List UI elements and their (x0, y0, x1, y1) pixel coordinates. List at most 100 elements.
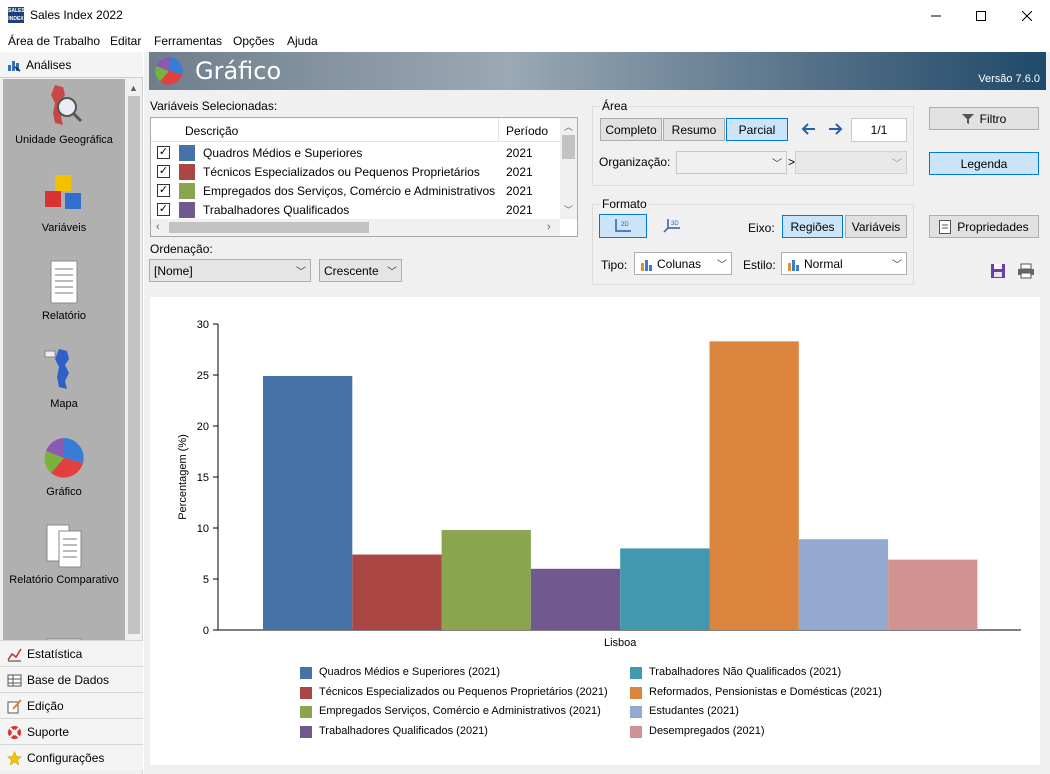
variables-hscrollbar[interactable]: ‹ › (151, 219, 560, 236)
chart-bar (888, 559, 978, 630)
tipo-select[interactable]: Colunas ﹀ (634, 252, 732, 275)
analysis-icon (8, 61, 21, 72)
organization-select[interactable]: ﹀ (676, 151, 787, 174)
map-magnifier-icon (51, 85, 83, 125)
variable-checkbox[interactable]: ✓ (157, 184, 170, 197)
scroll-down-icon[interactable]: ﹀ (564, 205, 574, 215)
scroll-right-icon[interactable]: › (547, 221, 551, 233)
version-label: Versão 7.6.0 (978, 73, 1040, 85)
menu-ferramentas[interactable]: Ferramentas (154, 34, 223, 48)
sidebar-scroll-thumb[interactable] (128, 96, 140, 634)
sidebar-section-base-dados[interactable]: Base de Dados (0, 666, 143, 692)
area-resumo-button[interactable]: Resumo (663, 118, 725, 141)
sidebar-section-configuracoes[interactable]: Configurações (0, 744, 143, 770)
page-title: Gráfico (195, 57, 282, 85)
sidebar-section-suporte[interactable]: Suporte (0, 718, 143, 744)
eixo-regioes-button[interactable]: Regiões (782, 215, 843, 238)
sidebar-item-label: Unidade Geográfica (15, 134, 113, 146)
variable-checkbox[interactable]: ✓ (157, 146, 170, 159)
sidebar-item-label: Relatório (41, 310, 87, 322)
chevron-down-icon: ﹀ (772, 159, 782, 170)
bar-chart: 0 5 10 15 20 25 30 Percentagem (%) Lisboa (177, 319, 1021, 649)
scroll-thumb[interactable] (169, 222, 369, 233)
sidebar-section-estatistica[interactable]: Estatística (0, 640, 143, 666)
save-icon[interactable] (990, 263, 1006, 279)
column-header-periodo[interactable]: Período (506, 124, 549, 138)
filtro-button[interactable]: Filtro (929, 107, 1039, 130)
propriedades-button[interactable]: Propriedades (929, 215, 1039, 238)
eixo-variaveis-button[interactable]: Variáveis (845, 215, 907, 238)
scroll-up-icon[interactable]: ▲ (129, 83, 138, 93)
properties-icon (939, 219, 952, 234)
chart-legend: Quadros Médios e Superiores (2021) Técnic… (150, 657, 1040, 757)
legenda-button[interactable]: Legenda (929, 152, 1039, 175)
sorting-field-select[interactable]: [Nome] ﹀ (149, 259, 311, 282)
maximize-button[interactable] (958, 0, 1004, 31)
area-group-label: Área (600, 99, 630, 113)
variable-color-swatch (179, 145, 195, 161)
menu-opcoes[interactable]: Opções (233, 34, 275, 48)
app-icon: SALES INDEX (8, 7, 25, 23)
menu-ajuda[interactable]: Ajuda (287, 34, 318, 48)
format-3d-button[interactable]: 3D (660, 214, 684, 238)
variable-description: Quadros Médios e Superiores (203, 146, 363, 160)
chart-panel: 0 5 10 15 20 25 30 Percentagem (%) Lisboa Quadro… (150, 297, 1040, 765)
variable-checkbox[interactable]: ✓ (157, 203, 170, 216)
chevron-down-icon: ﹀ (296, 267, 306, 278)
format-3d-label: 3D (671, 221, 679, 227)
legend-label: Estudantes (2021) (649, 705, 739, 718)
sorting-direction-select[interactable]: Crescente ﹀ (319, 259, 402, 282)
menu-editar[interactable]: Editar (110, 34, 142, 48)
chart-bar (709, 341, 799, 630)
arrow-right-icon[interactable] (827, 122, 843, 136)
pie-chart-icon (44, 438, 84, 478)
legend-swatch (300, 667, 312, 679)
y-tick-label: 30 (197, 319, 209, 331)
variables-vscrollbar[interactable]: ︿ ﹀ (560, 118, 577, 219)
variable-description: Empregados dos Serviços, Comércio e Admi… (203, 184, 496, 198)
edit-icon (7, 699, 22, 714)
sidebar-section-edicao[interactable]: Edição (0, 692, 143, 718)
minimize-button[interactable] (913, 0, 959, 31)
legend-swatch (630, 686, 642, 699)
pie-chart-icon (155, 57, 183, 85)
main-panel: Gráfico Versão 7.6.0 Variáveis Seleciona… (144, 52, 1050, 774)
filter-icon (961, 113, 974, 124)
area-completo-button[interactable]: Completo (600, 118, 662, 141)
tipo-value: Colunas (657, 257, 702, 271)
sidebar-section-label: Suporte (27, 725, 70, 739)
scroll-left-icon[interactable]: ‹ (156, 221, 160, 233)
propriedades-label: Propriedades (957, 219, 1029, 234)
variables-table: Descrição Período ✓ Quadros Médios e Sup… (150, 117, 578, 237)
title-bar: SALES INDEX Sales Index 2022 (0, 0, 1050, 31)
eixo-label: Eixo: (748, 221, 775, 235)
filtro-label: Filtro (979, 111, 1007, 126)
sidebar-list: Unidade Geográfica Variáveis Relatório M… (3, 79, 125, 691)
column-header-descricao[interactable]: Descrição (185, 124, 239, 138)
chart-bar (620, 548, 710, 630)
format-2d-button[interactable]: 2D (599, 214, 647, 238)
formato-group (592, 204, 914, 285)
variable-description: Trabalhadores Qualificados (203, 203, 350, 217)
organization-sub-select[interactable]: ﹀ (795, 151, 907, 174)
close-button[interactable] (1004, 0, 1050, 31)
legend-label: Reformados, Pensionistas e Domésticas (2… (649, 685, 882, 698)
arrow-left-icon[interactable] (801, 122, 817, 136)
close-icon (1022, 10, 1032, 21)
scroll-up-icon[interactable]: ︿ (564, 122, 574, 132)
sidebar-section-label: Configurações (27, 751, 105, 765)
print-icon[interactable] (1017, 263, 1035, 279)
legend-label: Técnicos Especializados ou Pequenos Prop… (319, 685, 608, 698)
estilo-select[interactable]: Normal ﹀ (781, 252, 907, 275)
chart-bar (530, 568, 621, 630)
chart-bar (263, 376, 353, 630)
scroll-thumb[interactable] (562, 135, 575, 159)
area-parcial-button[interactable]: Parcial (726, 118, 788, 141)
menu-area-trabalho[interactable]: Área de Trabalho (8, 34, 101, 48)
chevron-down-icon: ﹀ (892, 260, 902, 271)
estilo-value: Normal (804, 257, 843, 271)
variable-checkbox[interactable]: ✓ (157, 165, 170, 178)
sidebar-item-label: Mapa (50, 398, 78, 410)
sidebar-header[interactable]: Análises (0, 52, 143, 78)
y-tick-label: 25 (197, 370, 209, 382)
